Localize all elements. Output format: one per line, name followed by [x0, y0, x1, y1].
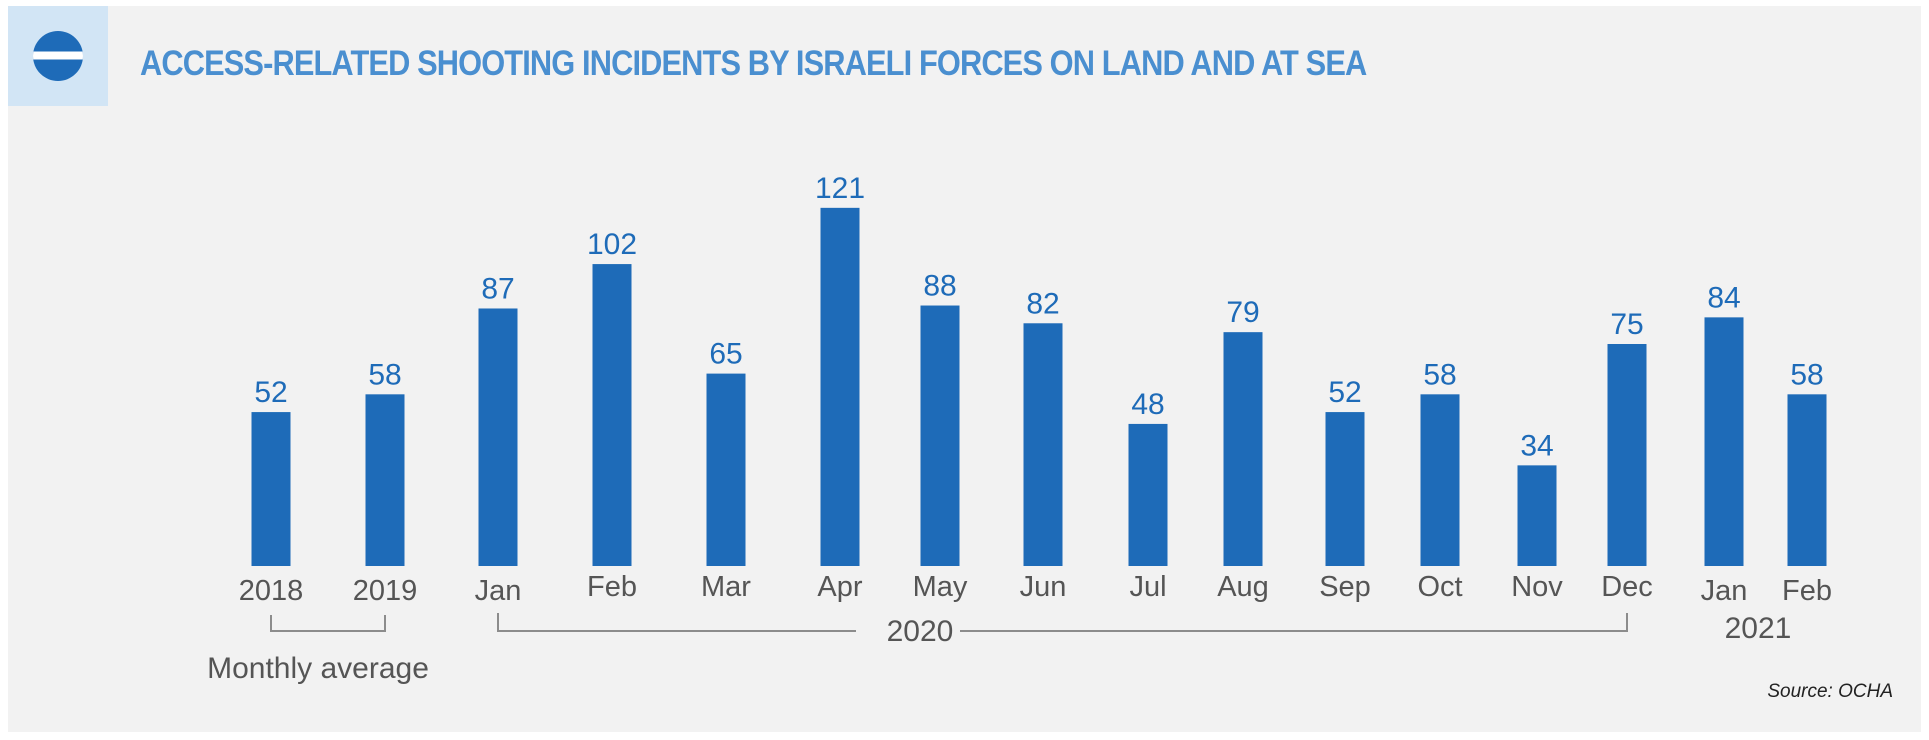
bar-value-label: 121	[815, 172, 865, 205]
category-tick-label: Dec	[1601, 571, 1653, 603]
bar	[478, 308, 518, 566]
category-tick-label: Jan	[475, 575, 522, 607]
category-tick-label: 2019	[353, 575, 418, 607]
category-tick-label: Apr	[817, 571, 862, 603]
category-tick-label: Jun	[1020, 571, 1067, 603]
group-bracket	[497, 613, 856, 632]
group-bracket	[960, 613, 1628, 632]
source-note: Source: OCHA	[1767, 681, 1893, 702]
bar-value-label: 48	[1131, 388, 1164, 421]
category-tick-label: May	[913, 571, 968, 603]
bar	[251, 412, 291, 566]
bar-value-label: 65	[709, 338, 742, 371]
bar-value-label: 87	[481, 272, 514, 305]
group-label-2020: 2020	[887, 615, 954, 648]
bar	[1420, 394, 1460, 566]
category-tick-label: Jan	[1701, 575, 1748, 607]
bar-value-label: 82	[1026, 287, 1059, 320]
bar-value-label: 88	[923, 270, 956, 303]
group-label-2021: 2021	[1725, 612, 1792, 645]
category-tick-label: Mar	[701, 571, 751, 603]
chart-panel	[8, 6, 1921, 732]
chart-title: ACCESS-RELATED SHOOTING INCIDENTS BY ISR…	[140, 44, 1367, 83]
category-tick-label: 2018	[239, 575, 304, 607]
bar	[1517, 465, 1557, 566]
bar	[1128, 423, 1168, 566]
bar	[1023, 323, 1063, 566]
bar	[1223, 332, 1263, 566]
bar-value-label: 52	[1328, 376, 1361, 409]
icon-box	[8, 6, 108, 106]
bar-value-label: 79	[1226, 296, 1259, 329]
group-bracket	[270, 615, 386, 632]
bar	[920, 305, 960, 566]
bar	[820, 207, 860, 566]
bar	[706, 373, 746, 566]
category-tick-label: Feb	[1782, 575, 1832, 607]
humanitarian-access-icon	[33, 31, 83, 81]
bar	[1787, 394, 1827, 566]
category-tick-label: Feb	[587, 571, 637, 603]
bar	[1607, 344, 1647, 566]
bar	[592, 264, 632, 566]
bar-value-label: 102	[587, 228, 637, 261]
bar-value-label: 58	[1423, 358, 1456, 391]
group-label-monthly-average: Monthly average	[207, 652, 429, 685]
bar-value-label: 34	[1520, 429, 1553, 462]
bar-value-label: 58	[368, 358, 401, 391]
category-tick-label: Jul	[1129, 571, 1166, 603]
category-tick-label: Sep	[1319, 571, 1371, 603]
bar-value-label: 58	[1790, 358, 1823, 391]
category-tick-label: Oct	[1417, 571, 1462, 603]
bar	[1325, 412, 1365, 566]
bar	[1704, 317, 1744, 566]
bar-value-label: 52	[254, 376, 287, 409]
bar-value-label: 75	[1610, 308, 1643, 341]
category-tick-label: Aug	[1217, 571, 1269, 603]
bar-value-label: 84	[1707, 281, 1740, 314]
bar	[365, 394, 405, 566]
category-tick-label: Nov	[1511, 571, 1563, 603]
